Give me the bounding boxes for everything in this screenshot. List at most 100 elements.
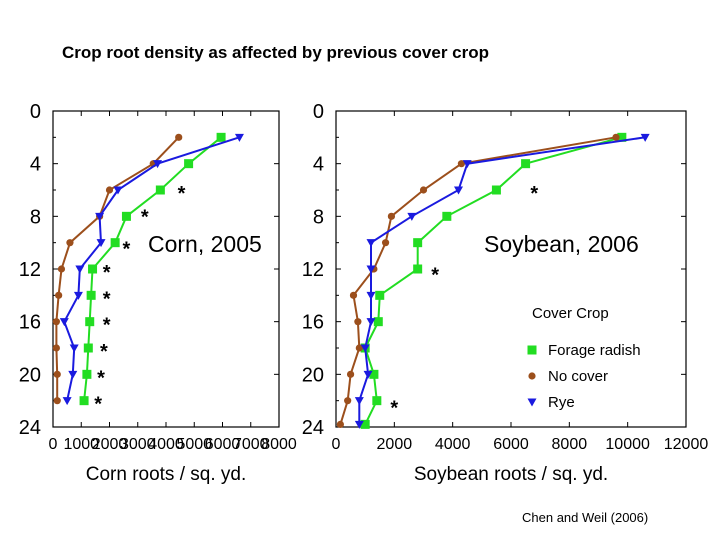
corn-rye-point [68,370,78,379]
soybean-y-tick-label: 12 [302,259,324,281]
corn-no_cover-point [52,344,60,352]
corn-no_cover-point [53,397,61,405]
soybean-x-tick-label: 12000 [664,436,709,453]
corn-significance-marker: * [123,238,131,260]
legend-label-forage_radish: Forage radish [548,342,641,359]
corn-x-tick-label: 5000 [176,436,212,453]
soybean-rye-line [358,136,646,425]
legend-marker-forage_radish [527,345,537,355]
corn-no_cover-point [55,291,63,299]
soybean-no_cover-point [419,186,428,194]
soybean-rye-point [407,212,417,221]
soybean-rye-point [640,133,650,142]
soybean-rye-point [366,265,376,274]
corn-rye-point [59,318,69,327]
soybean-forage_radish-point [617,132,627,142]
corn-x-tick-label: 1000 [63,436,99,453]
corn-significance-marker: * [103,288,111,310]
corn-rye-point [95,212,105,221]
legend-marker-no_cover [528,372,536,380]
soybean-forage_radish-point [442,211,452,221]
corn-rye-point [234,133,244,142]
soybean-no_cover-point [336,420,344,428]
soybean-x-tick-label: 0 [332,436,341,453]
corn-y-tick-label: 20 [19,364,41,386]
soybean-y-tick-label: 20 [302,364,324,386]
corn-forage_radish-point [121,211,131,221]
soybean-forage_radish-point [521,159,531,169]
legend-label-no_cover: No cover [548,368,608,385]
corn-no_cover-point [52,318,60,326]
soybean-forage_radish-point [375,290,385,300]
corn-forage_radish-point [110,238,120,248]
soybean-x-tick-label: 6000 [493,436,529,453]
corn-significance-marker: * [178,183,186,205]
corn-significance-marker: * [103,315,111,337]
corn-forage_radish-point [88,264,98,274]
soybean-forage_radish-point [413,264,423,274]
corn-rye-point [73,291,83,300]
soybean-significance-marker: * [530,183,538,205]
corn-chart: 0 4 8 12 16 20 24 0 1000200030004000500060007000… [19,101,297,485]
soybean-forage_radish-point [372,396,382,406]
soybean-rye-point [462,160,472,169]
soybean-forage_radish-point [373,317,383,327]
legend-label-rye: Rye [548,394,575,411]
soybean-no_cover-point [346,370,355,378]
corn-x-tick-label: 8000 [261,436,297,453]
corn-significance-marker: * [103,262,111,284]
corn-forage_radish-point [216,132,226,142]
corn-y-tick-label: 12 [19,259,41,281]
soybean-rye-point [360,344,370,353]
corn-x-tick-label: 4000 [148,436,184,453]
corn-no_cover-point [66,239,74,247]
corn-significance-marker: * [94,394,102,416]
soybean-y-tick-label: 0 [313,101,324,123]
corn-x-tick-label: 3000 [120,436,156,453]
soybean-rye-point [366,318,376,327]
corn-rye-point [75,265,85,274]
corn-forage_radish-point [86,290,96,300]
corn-panel-annotation: Corn, 2005 [148,231,262,257]
soybean-rye-point [366,239,376,248]
corn-significance-marker: * [100,341,108,363]
soybean-x-tick-label: 4000 [435,436,471,453]
soybean-no_cover-point [349,291,358,299]
corn-no_cover-point [105,186,114,194]
corn-no_cover-point [175,133,183,141]
corn-x-tick-label: 7000 [233,436,269,453]
soybean-x-axis-label: Soybean roots / sq. yd. [414,464,608,485]
soybean-no_cover-point [457,160,466,168]
corn-y-tick-label: 24 [19,417,41,439]
soybean-forage_radish-point [413,238,423,248]
soybean-x-tick-label: 2000 [377,436,413,453]
legend-box [514,298,664,418]
soybean-no_cover-line [339,136,617,425]
soybean-significance-marker: * [390,398,398,420]
corn-rye-point [62,397,72,406]
soybean-rye-point [366,291,376,300]
soybean-y-tick-label: 4 [313,154,324,176]
corn-no_cover-point [57,265,66,273]
corn-y-tick-label: 0 [30,101,41,123]
corn-significance-marker: * [97,367,105,389]
soybean-rye-point [363,370,373,379]
corn-x-axis-label: Corn roots / sq. yd. [86,464,247,485]
corn-x-tick-label: 6000 [205,436,241,453]
soybean-x-tick-label: 10000 [605,436,650,453]
soybean-rye-point [354,420,364,429]
soybean-y-tick-label: 8 [313,206,324,228]
soybean-rye-point [454,186,463,195]
soybean-forage_radish-point [360,419,370,429]
soybean-chart: 0 4 8 12 16 20 24 0 2000 4000 6000 8000 10000 12000 So… [302,101,709,485]
corn-x-tick-label: 0 [49,436,58,453]
soybean-no_cover-point [381,239,390,247]
corn-forage_radish-point [79,396,89,406]
corn-forage_radish-point [155,185,165,195]
slide-title: Crop root density as affected by previou… [62,43,490,62]
corn-rye-point [113,186,123,195]
soybean-no_cover-point [387,212,396,220]
corn-forage_radish-point [85,317,95,327]
soybean-forage_radish-point [369,369,379,379]
